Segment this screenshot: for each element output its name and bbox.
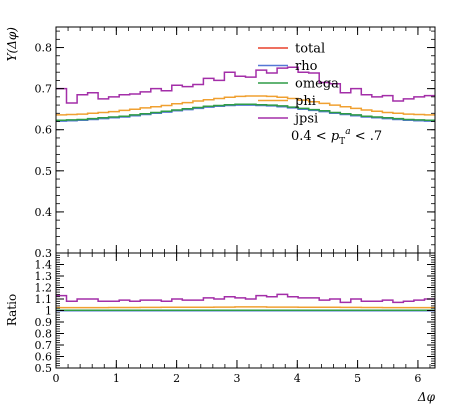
xtick-label: 5 (354, 372, 361, 385)
x-axis-label: Δφ (417, 390, 436, 404)
main-panel: 0.3 0.4 0.5 0.6 0.7 0.8 Y(Δφ) total rho omega ph… (5, 26, 436, 260)
legend-label-omega: omega (295, 77, 339, 92)
xtick-label: 2 (173, 372, 180, 385)
ratio-y-axis-label: Ratio (5, 294, 19, 326)
legend: total rho omega phi jpsi (258, 42, 339, 127)
main-ytick-label: 0.3 (35, 247, 53, 260)
legend-label-jpsi: jpsi (293, 112, 318, 127)
xtick-label: 4 (294, 372, 301, 385)
ratio-ytick-label: 0.5 (35, 362, 53, 375)
xtick-label: 0 (53, 372, 60, 385)
legend-label-phi: phi (295, 94, 316, 109)
ratio-x-ticks: 0 1 2 3 4 5 6 (53, 253, 431, 385)
main-series-group (56, 66, 435, 122)
xtick-label: 3 (233, 372, 240, 385)
main-ytick-label: 0.7 (35, 83, 53, 96)
main-series-phi (56, 95, 435, 116)
ratio-series-group (56, 293, 435, 312)
main-y-ticks: 0.3 0.4 0.5 0.6 0.7 0.8 (35, 30, 435, 260)
legend-label-rho: rho (295, 59, 318, 74)
main-series-rho (56, 104, 435, 122)
ratio-ytick-label: 1.4 (35, 259, 53, 272)
xtick-label: 1 (113, 372, 120, 385)
ratio-series-phi (56, 306, 435, 309)
main-ytick-label: 0.5 (35, 165, 53, 178)
legend-label-total: total (295, 42, 325, 57)
ratio-ytick-label: 1.1 (35, 293, 53, 306)
ratio-ytick-label: 1.2 (35, 282, 53, 295)
ratio-ytick-label: 0.9 (35, 316, 53, 329)
main-x-ticks (55, 27, 431, 253)
main-ytick-label: 0.8 (35, 42, 53, 55)
ratio-y-ticks: 0.50.60.70.80.911.11.21.31.4 (35, 252, 435, 375)
ratio-ytick-label: 0.8 (35, 328, 53, 341)
main-series-jpsi (56, 66, 435, 104)
ratio-ytick-label: 0.6 (35, 351, 53, 364)
xtick-label: 6 (414, 372, 421, 385)
ratio-ytick-label: 1.3 (35, 270, 53, 283)
ratio-ytick-label: 0.7 (35, 339, 53, 352)
main-ytick-label: 0.4 (35, 206, 53, 219)
main-ytick-label: 0.6 (35, 124, 53, 137)
ratio-ytick-label: 1 (45, 305, 52, 318)
main-y-axis-label: Y(Δφ) (5, 27, 19, 62)
ratio-series-jpsi (56, 293, 435, 304)
main-series-omega (56, 103, 435, 122)
kinematic-annotation: 0.4 < pTa < .7 (291, 127, 382, 147)
